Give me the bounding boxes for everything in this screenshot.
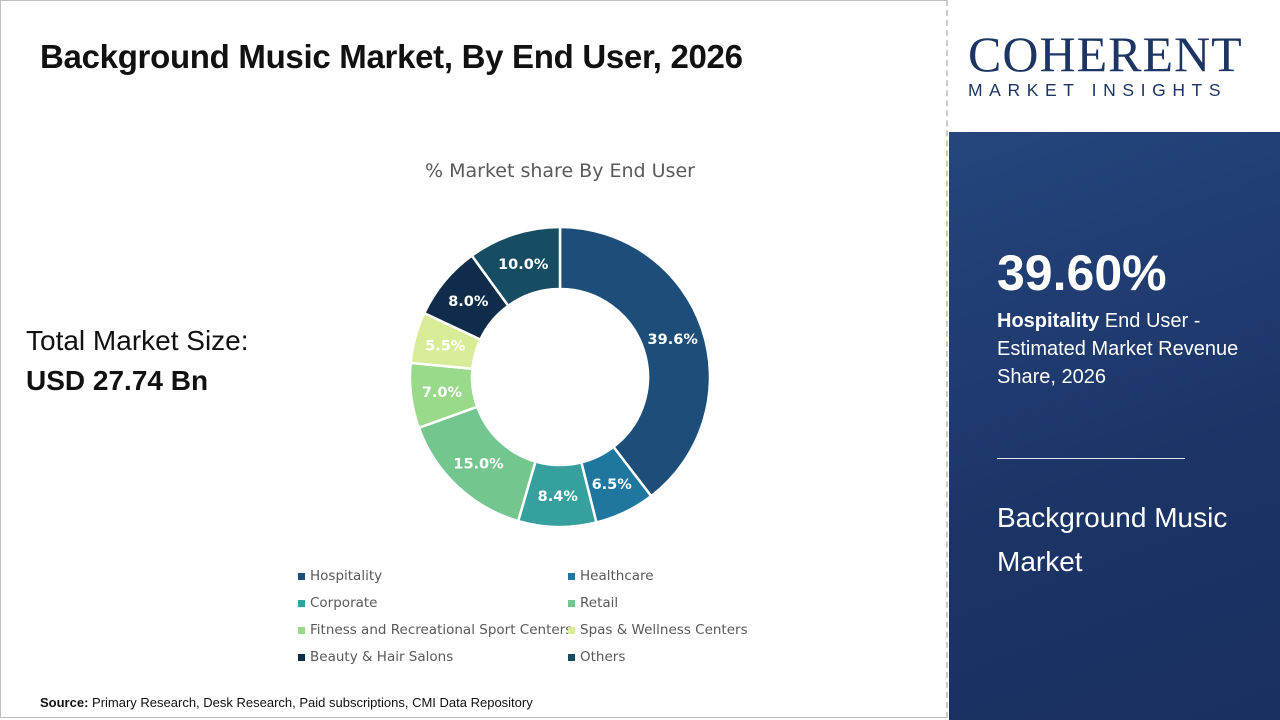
source-text: Primary Research, Desk Research, Paid su…	[88, 695, 533, 710]
legend-swatch	[568, 626, 575, 634]
legend-swatch	[568, 599, 575, 607]
source-label: Source:	[40, 695, 89, 710]
highlight-segment: Hospitality	[997, 310, 1100, 332]
legend-label: Hospitality	[310, 568, 383, 584]
highlight-desc-text: End User - Estimated Market Revenue Shar…	[997, 310, 1239, 388]
legend-item: Healthcare	[568, 568, 768, 585]
legend-item: Beauty & Hair Salons	[298, 649, 568, 666]
data-label: 5.5%	[425, 339, 466, 355]
company-logo: COHERENT MARKET INSIGHTS	[968, 26, 1263, 101]
data-label: 6.5%	[592, 477, 633, 493]
data-label: 39.6%	[648, 332, 699, 348]
donut-chart: 39.6% 6.5% 8.4% 15.0% 7.0% 5.5% 8.0% 10.0%	[408, 225, 712, 529]
legend-swatch	[568, 572, 575, 580]
logo-main: COHERENT	[968, 26, 1243, 82]
page-title: Background Music Market, By End User, 20…	[40, 38, 743, 75]
highlight-panel: 39.60% Hospitality End User - Estimated …	[949, 132, 1280, 720]
chart-frame	[0, 0, 948, 718]
data-label: 8.0%	[448, 294, 489, 310]
legend-item: Corporate	[298, 595, 568, 612]
legend-item: Retail	[568, 595, 768, 612]
total-market-label: Total Market Size:	[26, 325, 249, 356]
legend-swatch	[298, 653, 305, 661]
donut-slice-hospitality	[558, 225, 712, 498]
legend: Hospitality Healthcare Corporate Retail Fitn…	[298, 568, 768, 666]
highlight-description: Hospitality End User - Estimated Market …	[997, 307, 1247, 391]
highlight-percentage: 39.60%	[997, 245, 1167, 301]
market-name: Background Music Market	[997, 502, 1228, 577]
legend-label: Corporate	[310, 595, 378, 611]
logo-sub: MARKET INSIGHTS	[968, 80, 1228, 100]
legend-item: Spas & Wellness Centers	[568, 622, 768, 639]
legend-label: Spas & Wellness Centers	[580, 622, 748, 638]
divider	[997, 458, 1185, 459]
legend-swatch	[298, 626, 305, 634]
legend-item: Hospitality	[298, 568, 568, 585]
chart-title: % Market share By End User	[425, 160, 695, 182]
data-label: 7.0%	[422, 385, 463, 401]
source-note: Source: Primary Research, Desk Research,…	[40, 695, 533, 710]
legend-item: Fitness and Recreational Sport Centers	[298, 622, 572, 639]
legend-label: Healthcare	[580, 568, 654, 584]
legend-item: Others	[568, 649, 768, 666]
data-label: 8.4%	[538, 489, 579, 505]
legend-label: Others	[580, 649, 626, 665]
legend-swatch	[298, 572, 305, 580]
total-market-value: USD 27.74 Bn	[26, 365, 209, 396]
data-label: 15.0%	[453, 457, 504, 473]
legend-swatch	[298, 599, 305, 607]
data-label: 10.0%	[498, 257, 549, 273]
legend-label: Retail	[580, 595, 619, 611]
legend-swatch	[568, 653, 575, 661]
legend-label: Fitness and Recreational Sport Centers	[310, 622, 573, 638]
legend-label: Beauty & Hair Salons	[310, 649, 454, 665]
donut-slice-others	[470, 225, 562, 308]
